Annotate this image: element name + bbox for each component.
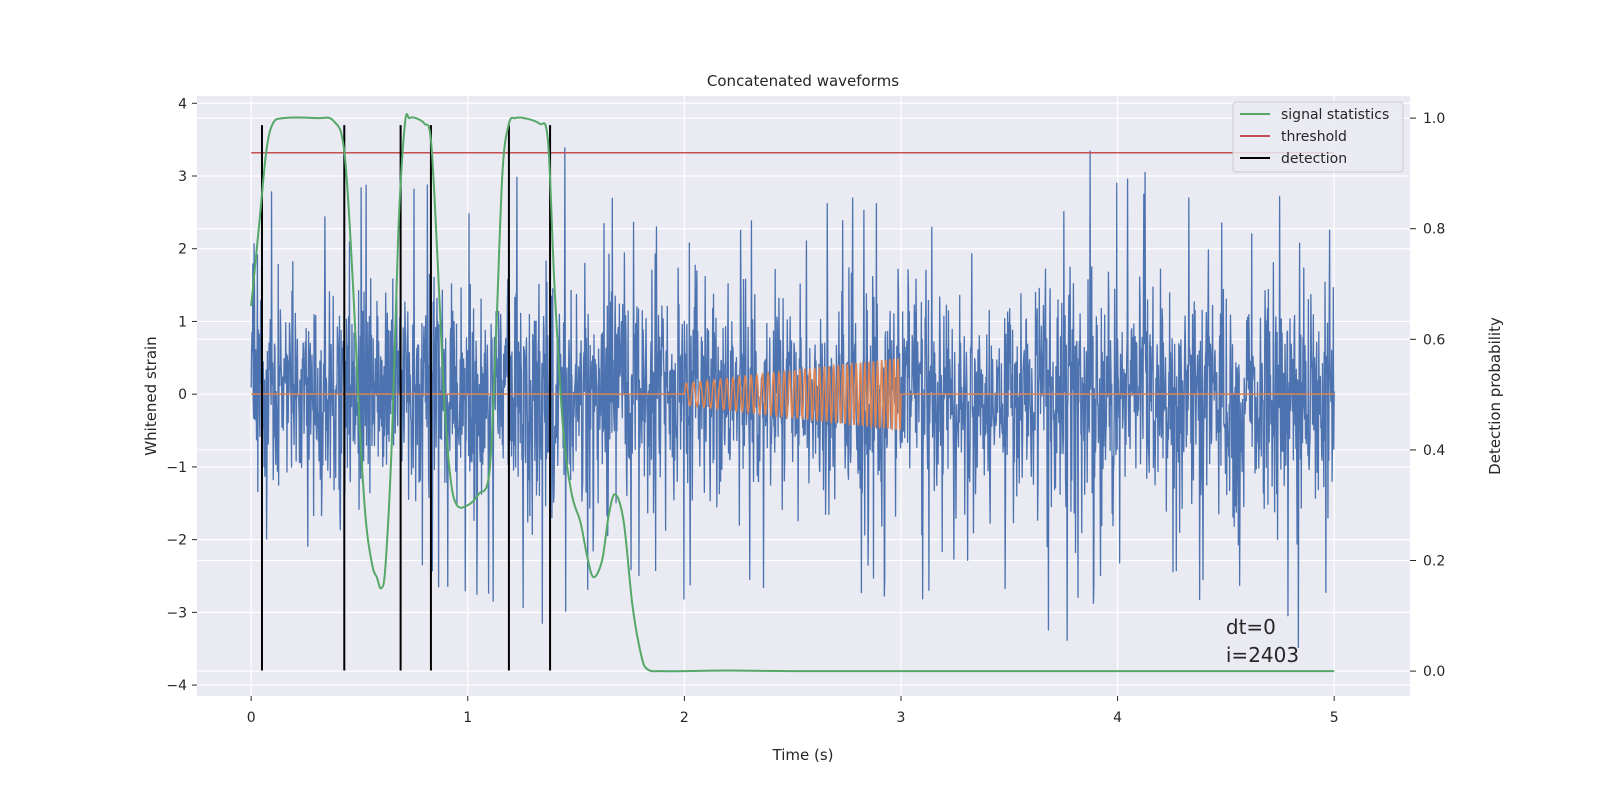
legend: signal statistics threshold detection <box>1232 101 1404 173</box>
y-tick-label: 2 <box>178 242 187 258</box>
legend-entry-signal-statistics: signal statistics <box>1281 107 1389 123</box>
y-axis-ticks: −4 −3 −2 −1 0 1 2 3 4 <box>166 96 197 694</box>
y-tick-label: 1 <box>178 314 187 330</box>
legend-entry-detection: detection <box>1281 151 1347 167</box>
y2-tick-label: 0.2 <box>1423 554 1445 570</box>
x-axis-label: Time (s) <box>772 746 834 764</box>
y-tick-label: −1 <box>166 460 187 476</box>
x-axis-ticks: 0 1 2 3 4 5 <box>247 696 1339 726</box>
y2-axis-label: Detection probability <box>1486 317 1504 475</box>
legend-entry-threshold: threshold <box>1281 129 1347 145</box>
y-tick-label: −2 <box>166 533 187 549</box>
legend-box <box>1232 101 1404 173</box>
y2-tick-label: 0.8 <box>1423 222 1445 238</box>
template-waveform-line <box>251 358 1335 431</box>
y-tick-label: 4 <box>178 96 187 112</box>
x-tick-label: 2 <box>680 710 689 726</box>
x-tick-label: 0 <box>247 710 256 726</box>
y-axis-label: Whitened strain <box>142 336 160 455</box>
annotation: dt=0 i=2403 <box>1226 615 1299 667</box>
y-tick-label: −4 <box>166 678 187 694</box>
y-tick-label: 0 <box>178 387 187 403</box>
y2-tick-label: 0.6 <box>1423 332 1445 348</box>
chart-title: Concatenated waveforms <box>707 72 899 90</box>
annotation-line: i=2403 <box>1226 643 1299 667</box>
y2-tick-label: 1.0 <box>1423 111 1445 127</box>
y-tick-label: −3 <box>166 605 187 621</box>
y2-axis-ticks: 0.0 0.2 0.4 0.6 0.8 1.0 <box>1410 111 1445 680</box>
x-tick-label: 3 <box>897 710 906 726</box>
y2-tick-label: 0.0 <box>1423 664 1445 680</box>
x-tick-label: 4 <box>1113 710 1122 726</box>
series-layer <box>250 113 1335 673</box>
signal-statistics-line <box>250 113 1335 673</box>
y-tick-label: 3 <box>178 169 187 185</box>
x-tick-label: 1 <box>463 710 472 726</box>
x-tick-label: 5 <box>1330 710 1339 726</box>
y2-tick-label: 0.4 <box>1423 443 1445 459</box>
annotation-line: dt=0 <box>1226 615 1276 639</box>
